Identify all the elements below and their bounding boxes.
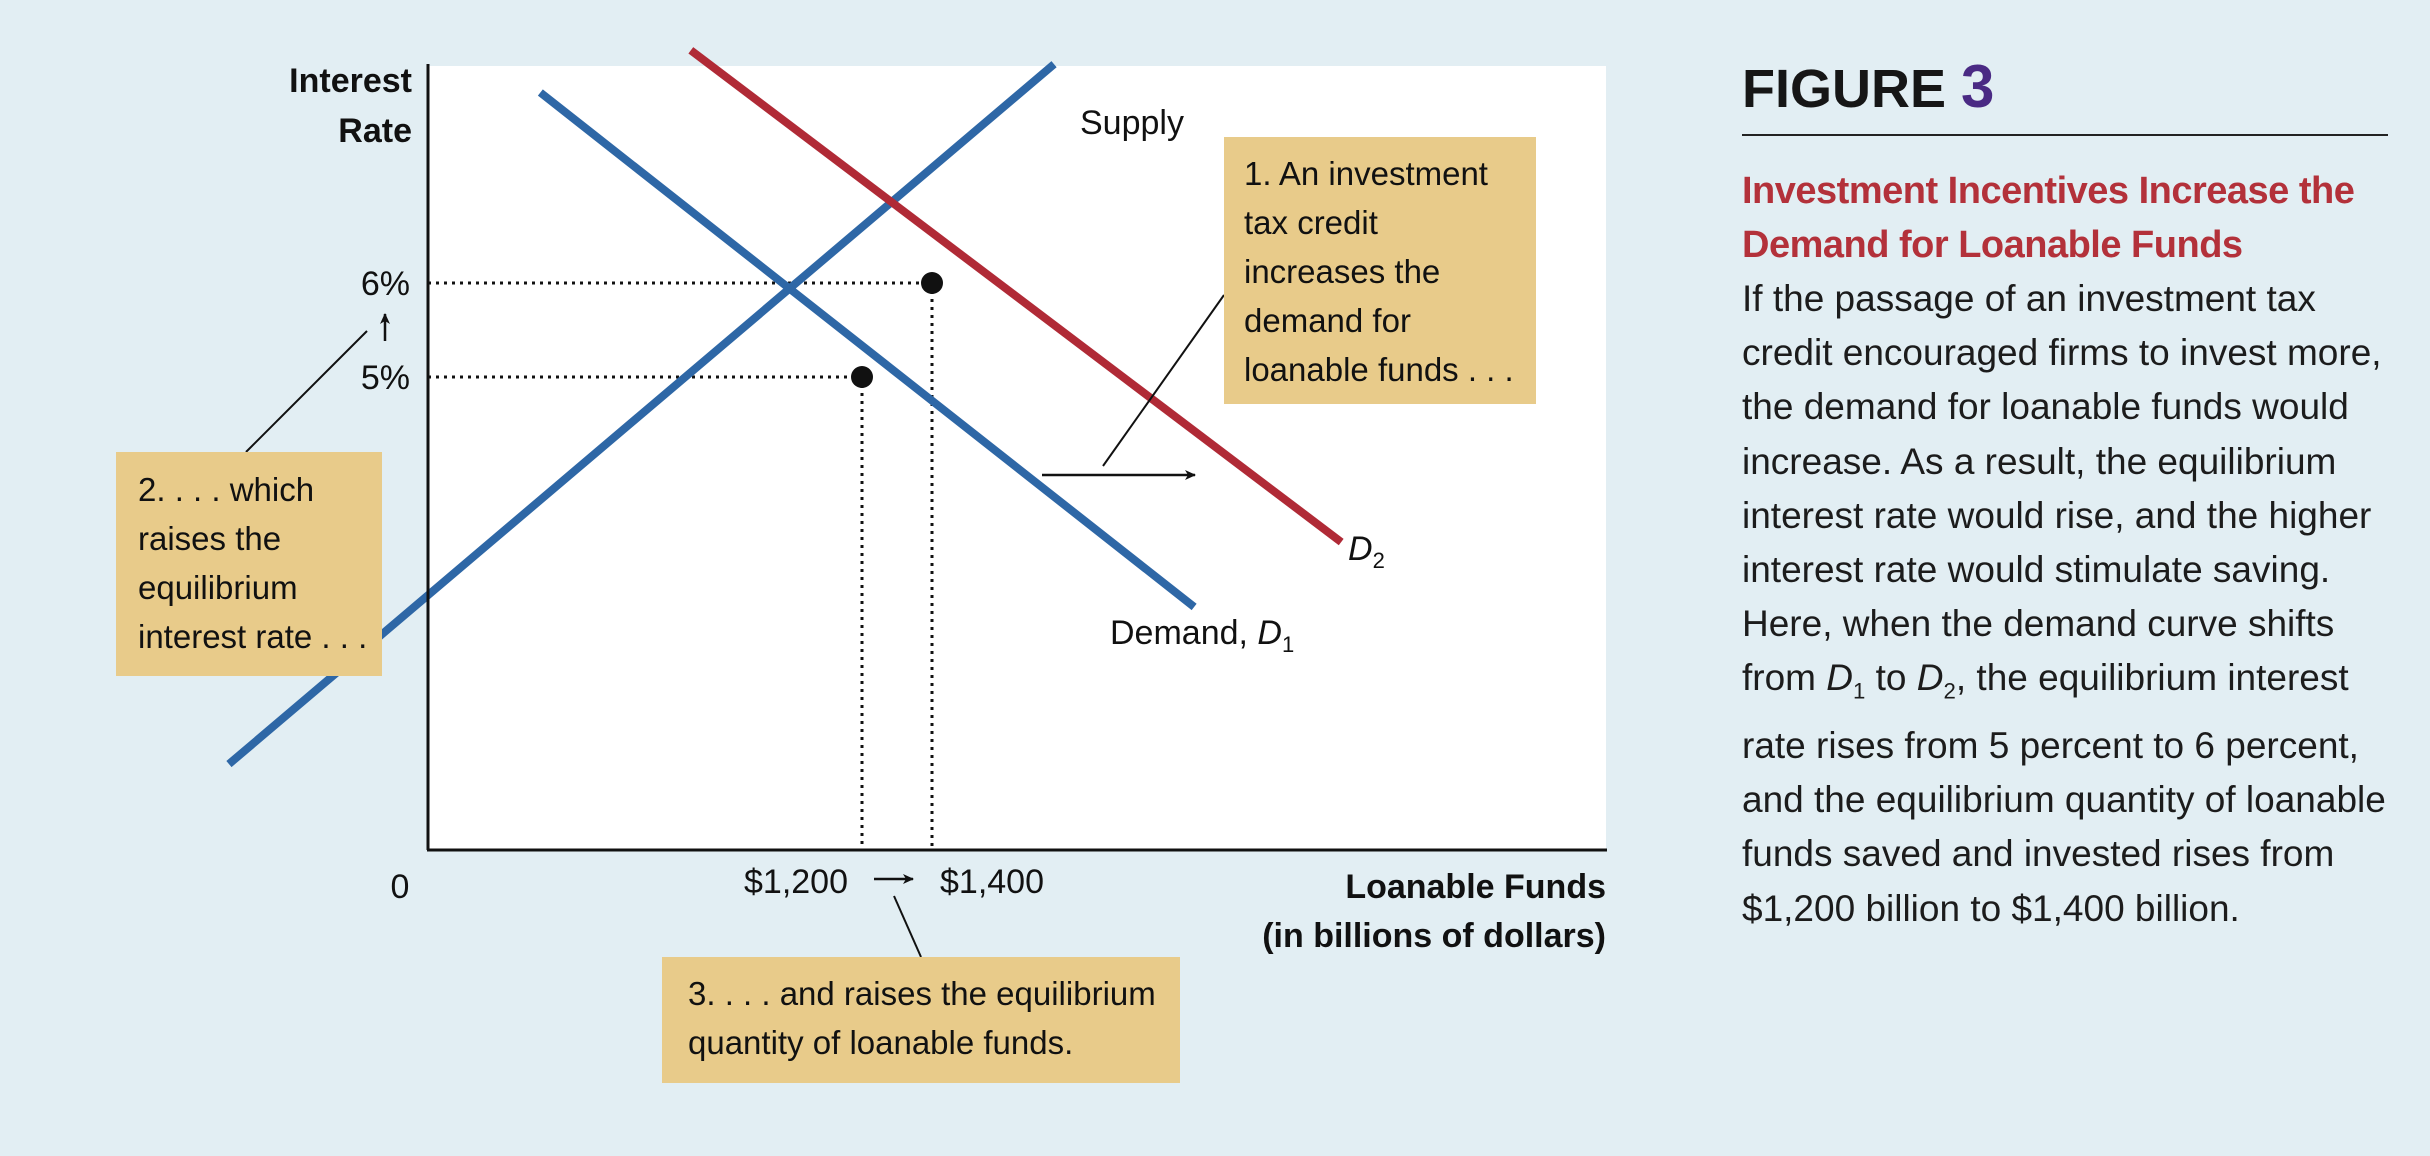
caption-d2-subscript: 2 — [1943, 678, 1956, 704]
series-labels: Supply Demand, D1 D2 — [1080, 104, 1385, 657]
callout-raises-interest-rate: 2. . . . which raises the equilibrium in… — [116, 452, 382, 676]
figure-title: Investment Incentives Increase the Deman… — [1742, 170, 2355, 266]
figure-label: FIGURE — [1742, 59, 1947, 119]
series-label: D2 — [1348, 530, 1385, 573]
y-tick-label: 6% — [361, 265, 410, 303]
callout-3-leader — [893, 895, 922, 958]
series-label: Demand, D1 — [1110, 614, 1294, 657]
caption-d2: D — [1916, 657, 1944, 699]
d2-curve — [688, 47, 1344, 546]
x-tick-label: $1,200 — [744, 863, 848, 901]
caption-text: , the equilibrium interest rate rises fr… — [1742, 657, 2386, 929]
callout-1-line: increases the — [1244, 253, 1441, 290]
callout-2-line: raises the — [138, 520, 282, 557]
callout-3-line: 3. . . . and raises the equilibrium — [688, 975, 1156, 1012]
x-tick-label: $1,400 — [940, 863, 1044, 901]
series-label: Supply — [1080, 104, 1184, 142]
x-axis-label-line-2: (in billions of dollars) — [1262, 917, 1606, 955]
callout-1-line: tax credit — [1244, 204, 1378, 241]
y-tick-labels: 5% 6% — [361, 265, 410, 397]
figure-side-panel: FIGURE 3 Investment Incentives Increase … — [1742, 52, 2402, 936]
origin-label: 0 — [391, 868, 410, 906]
callout-1-leader — [1102, 294, 1225, 467]
equilibrium-point — [851, 366, 873, 388]
callout-1-line: demand for — [1244, 302, 1411, 339]
dotted-guides — [428, 281, 934, 850]
y-tick-label: 5% — [361, 359, 410, 397]
callout-2-line: equilibrium — [138, 569, 298, 606]
figure-number: 3 — [1961, 53, 1995, 120]
caption-text: If the passage of an investment tax cred… — [1742, 278, 2382, 699]
callout-2-line: 2. . . . which — [138, 471, 315, 508]
caption-d1: D — [1826, 657, 1854, 699]
demand-d1-curve — [537, 89, 1197, 611]
y-axis-label-line-2: Rate — [338, 112, 412, 150]
y-axis-label-line-1: Interest — [289, 62, 412, 100]
callout-1-line: 1. An investment — [1244, 155, 1488, 192]
callout-1-line: loanable funds . . . — [1244, 351, 1514, 388]
x-axis-label-line-1: Loanable Funds — [1345, 868, 1606, 906]
figure-heading: FIGURE 3 — [1742, 52, 2388, 136]
figure-caption: If the passage of an investment tax cred… — [1742, 272, 2402, 936]
equilibrium-points — [851, 272, 943, 388]
x-tick-labels: $1,200 $1,400 — [744, 863, 1044, 901]
caption-d1-subscript: 1 — [1853, 678, 1866, 704]
callout-2-leader — [245, 330, 368, 453]
callout-raises-quantity: 3. . . . and raises the equilibrium quan… — [662, 957, 1180, 1083]
equilibrium-point — [921, 272, 943, 294]
callout-2-line: interest rate . . . — [138, 618, 368, 655]
callout-3-line: quantity of loanable funds. — [688, 1024, 1074, 1061]
callout-investment-tax-credit: 1. An investment tax credit increases th… — [1224, 137, 1536, 404]
caption-text: to — [1865, 657, 1917, 699]
